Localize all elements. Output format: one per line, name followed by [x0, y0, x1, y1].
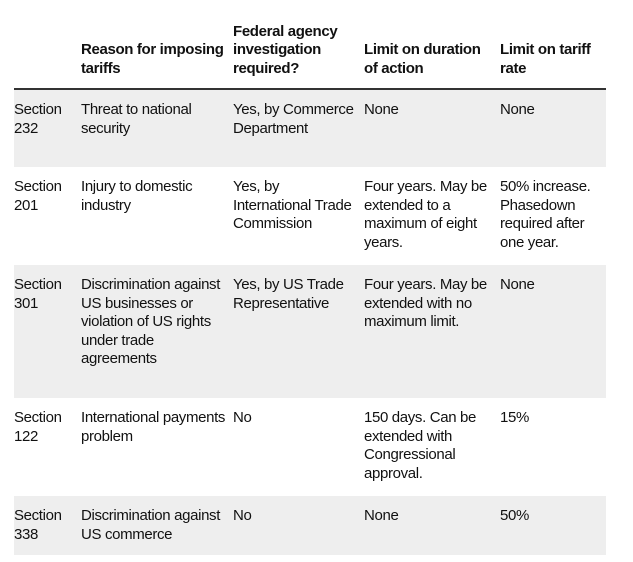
table-cell: Yes, by US Trade Representative	[233, 265, 364, 398]
table-cell: No	[233, 496, 364, 555]
table-cell: Yes, by Commerce Department	[233, 89, 364, 167]
table-cell: Yes, by International Trade Commission	[233, 178, 352, 232]
table-cell: Discrimination against US businesses or …	[81, 265, 233, 398]
table-cell: None	[364, 89, 500, 167]
table-cell: Section 232	[14, 89, 81, 167]
table-cell: None	[500, 89, 606, 167]
table-row: Section 338 Discrimination against US com…	[14, 496, 606, 555]
tariff-table: Reason for imposing tariffs Federal agenc…	[14, 0, 606, 555]
table-row: Section 301 Discrimination against US bus…	[14, 265, 606, 398]
table-cell: 150 days. Can be extended with Congressi…	[364, 409, 476, 482]
header-cell	[14, 0, 81, 90]
table-cell: Injury to domestic industry	[81, 178, 193, 214]
table-cell: 50% increase. Phasedown required after o…	[500, 178, 591, 251]
header-cell: Federal agency investigation required?	[233, 0, 364, 90]
table-cell: 50%	[500, 496, 606, 555]
table-cell: None	[500, 265, 606, 398]
table-cell: Section 338	[14, 496, 81, 555]
table-cell: International payments problem	[81, 409, 226, 445]
table-body: Section 232 Threat to national security Ye…	[14, 89, 606, 555]
table-row: Section 122 International payments proble…	[14, 398, 606, 496]
header-cell: Limit on duration of action	[364, 0, 500, 90]
header-cell: Reason for imposing tariffs	[81, 0, 233, 90]
table-cell: Section 201	[14, 178, 62, 214]
table-container: Reason for imposing tariffs Federal agenc…	[14, 0, 606, 555]
table-cell: Threat to national security	[81, 89, 233, 167]
table-row: Section 201 Injury to domestic industry Ye…	[14, 167, 606, 265]
table-row: Section 232 Threat to national security Ye…	[14, 89, 606, 167]
table-cell: Section 122	[14, 409, 62, 445]
table-cell: 15%	[500, 409, 529, 426]
table-cell: None	[364, 496, 500, 555]
table-cell: Section 301	[14, 265, 81, 398]
header-cell: Limit on tariff rate	[500, 0, 606, 90]
table-cell: Four years. May be extended with no maxi…	[364, 265, 500, 398]
table-cell: No	[233, 409, 252, 426]
header-row: Reason for imposing tariffs Federal agenc…	[14, 0, 606, 90]
table-cell: Discrimination against US commerce	[81, 496, 233, 555]
table-cell: Four years. May be extended to a maximum…	[364, 178, 487, 251]
